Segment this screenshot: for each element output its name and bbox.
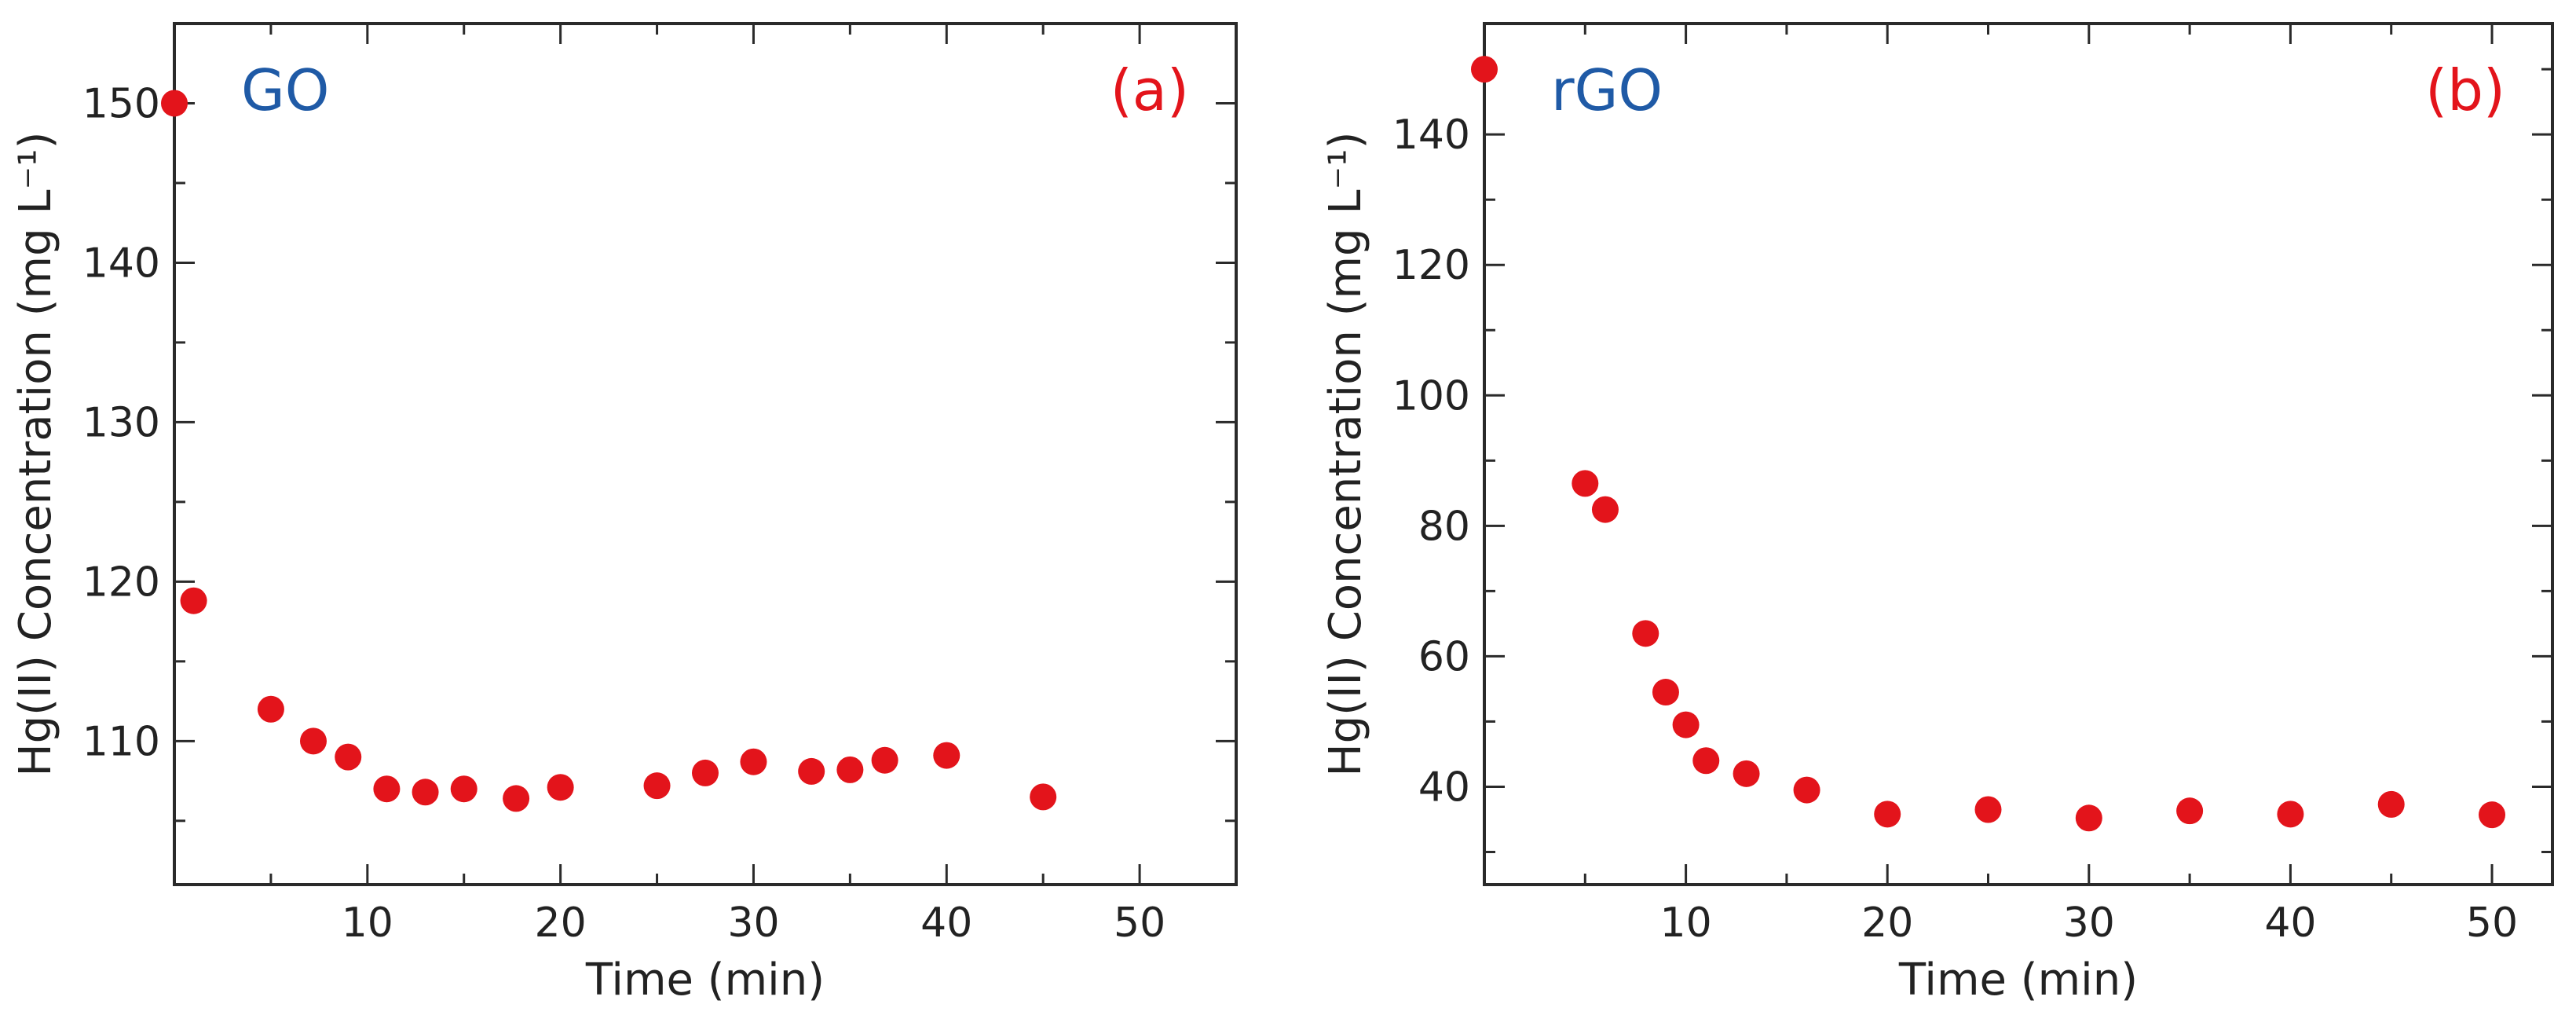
data-point: [503, 785, 530, 812]
data-point: [1030, 783, 1057, 811]
y-tick-label: 150: [82, 80, 160, 127]
data-point: [2377, 790, 2405, 818]
y-tick-label: 120: [82, 559, 160, 606]
y-tick-label: 130: [82, 399, 160, 446]
y-tick-label: 140: [82, 240, 160, 287]
data-point: [299, 727, 327, 755]
data-point: [2277, 801, 2304, 828]
x-tick-label: 40: [920, 900, 972, 947]
data-point: [257, 695, 284, 723]
data-point: [692, 759, 719, 786]
data-point: [1733, 760, 1760, 787]
chart-panel-b: 10 20 30 40 50 40 60 80 100 120 140 Time (min) Hg(II…: [1320, 22, 2554, 1006]
data-point: [547, 774, 574, 801]
panel-label: (a): [1111, 57, 1189, 123]
data-point: [1652, 679, 1679, 706]
data-point: [2176, 797, 2204, 825]
y-axis-label: Hg(II) Concentration (mg L⁻¹): [1320, 132, 1371, 777]
x-tick-label: 20: [535, 900, 587, 947]
data-point: [2075, 804, 2102, 832]
x-tick-label: 30: [727, 900, 779, 947]
data-point: [1672, 711, 1700, 738]
data-point: [1793, 776, 1820, 804]
x-tick-label: 10: [1660, 900, 1712, 947]
data-point: [643, 772, 671, 800]
sample-label: GO: [241, 57, 329, 123]
data-point: [180, 587, 207, 614]
data-point: [1974, 796, 2002, 823]
x-tick-label: 50: [2466, 900, 2518, 947]
y-tick-label: 110: [82, 718, 160, 765]
x-tick-label: 20: [1861, 900, 1913, 947]
data-point: [871, 746, 898, 774]
data-point: [1874, 801, 1901, 828]
y-tick-label: 120: [1392, 242, 1470, 289]
x-tick-label: 40: [2264, 900, 2316, 947]
data-point: [412, 779, 439, 806]
y-tick-label: 80: [1418, 503, 1470, 550]
data-point: [373, 775, 401, 803]
data-point: [798, 757, 825, 785]
data-point: [2479, 801, 2506, 829]
data-point: [933, 742, 961, 769]
x-tick-label: 30: [2063, 900, 2115, 947]
y-axis-label: Hg(II) Concentration (mg L⁻¹): [10, 132, 61, 777]
y-tick-label: 60: [1418, 633, 1470, 680]
panel-label: (b): [2425, 57, 2505, 123]
data-point: [1471, 56, 1498, 83]
data-point: [1591, 496, 1619, 523]
y-tick-label: 40: [1418, 764, 1470, 811]
data-point: [1692, 747, 1720, 775]
data-point: [836, 756, 864, 783]
x-axis-label: Time (min): [585, 955, 825, 1006]
x-tick-label: 10: [342, 900, 393, 947]
data-point: [1632, 620, 1659, 647]
data-point: [161, 90, 188, 117]
x-axis-label: Time (min): [1898, 955, 2138, 1006]
data-point: [1572, 470, 1599, 497]
x-tick-label: 50: [1114, 900, 1165, 947]
chart-panel-a: 10 20 30 40 50 110 120 130 140 150 Time (min) Hg(II…: [10, 22, 1238, 1006]
y-tick-label: 100: [1392, 372, 1470, 420]
plot-frame: [173, 22, 1238, 886]
data-point: [450, 775, 478, 803]
sample-label: rGO: [1551, 57, 1663, 123]
data-point: [740, 748, 767, 775]
data-point: [335, 743, 362, 771]
plot-frame: [1483, 22, 2554, 886]
y-tick-label: 140: [1392, 112, 1470, 159]
